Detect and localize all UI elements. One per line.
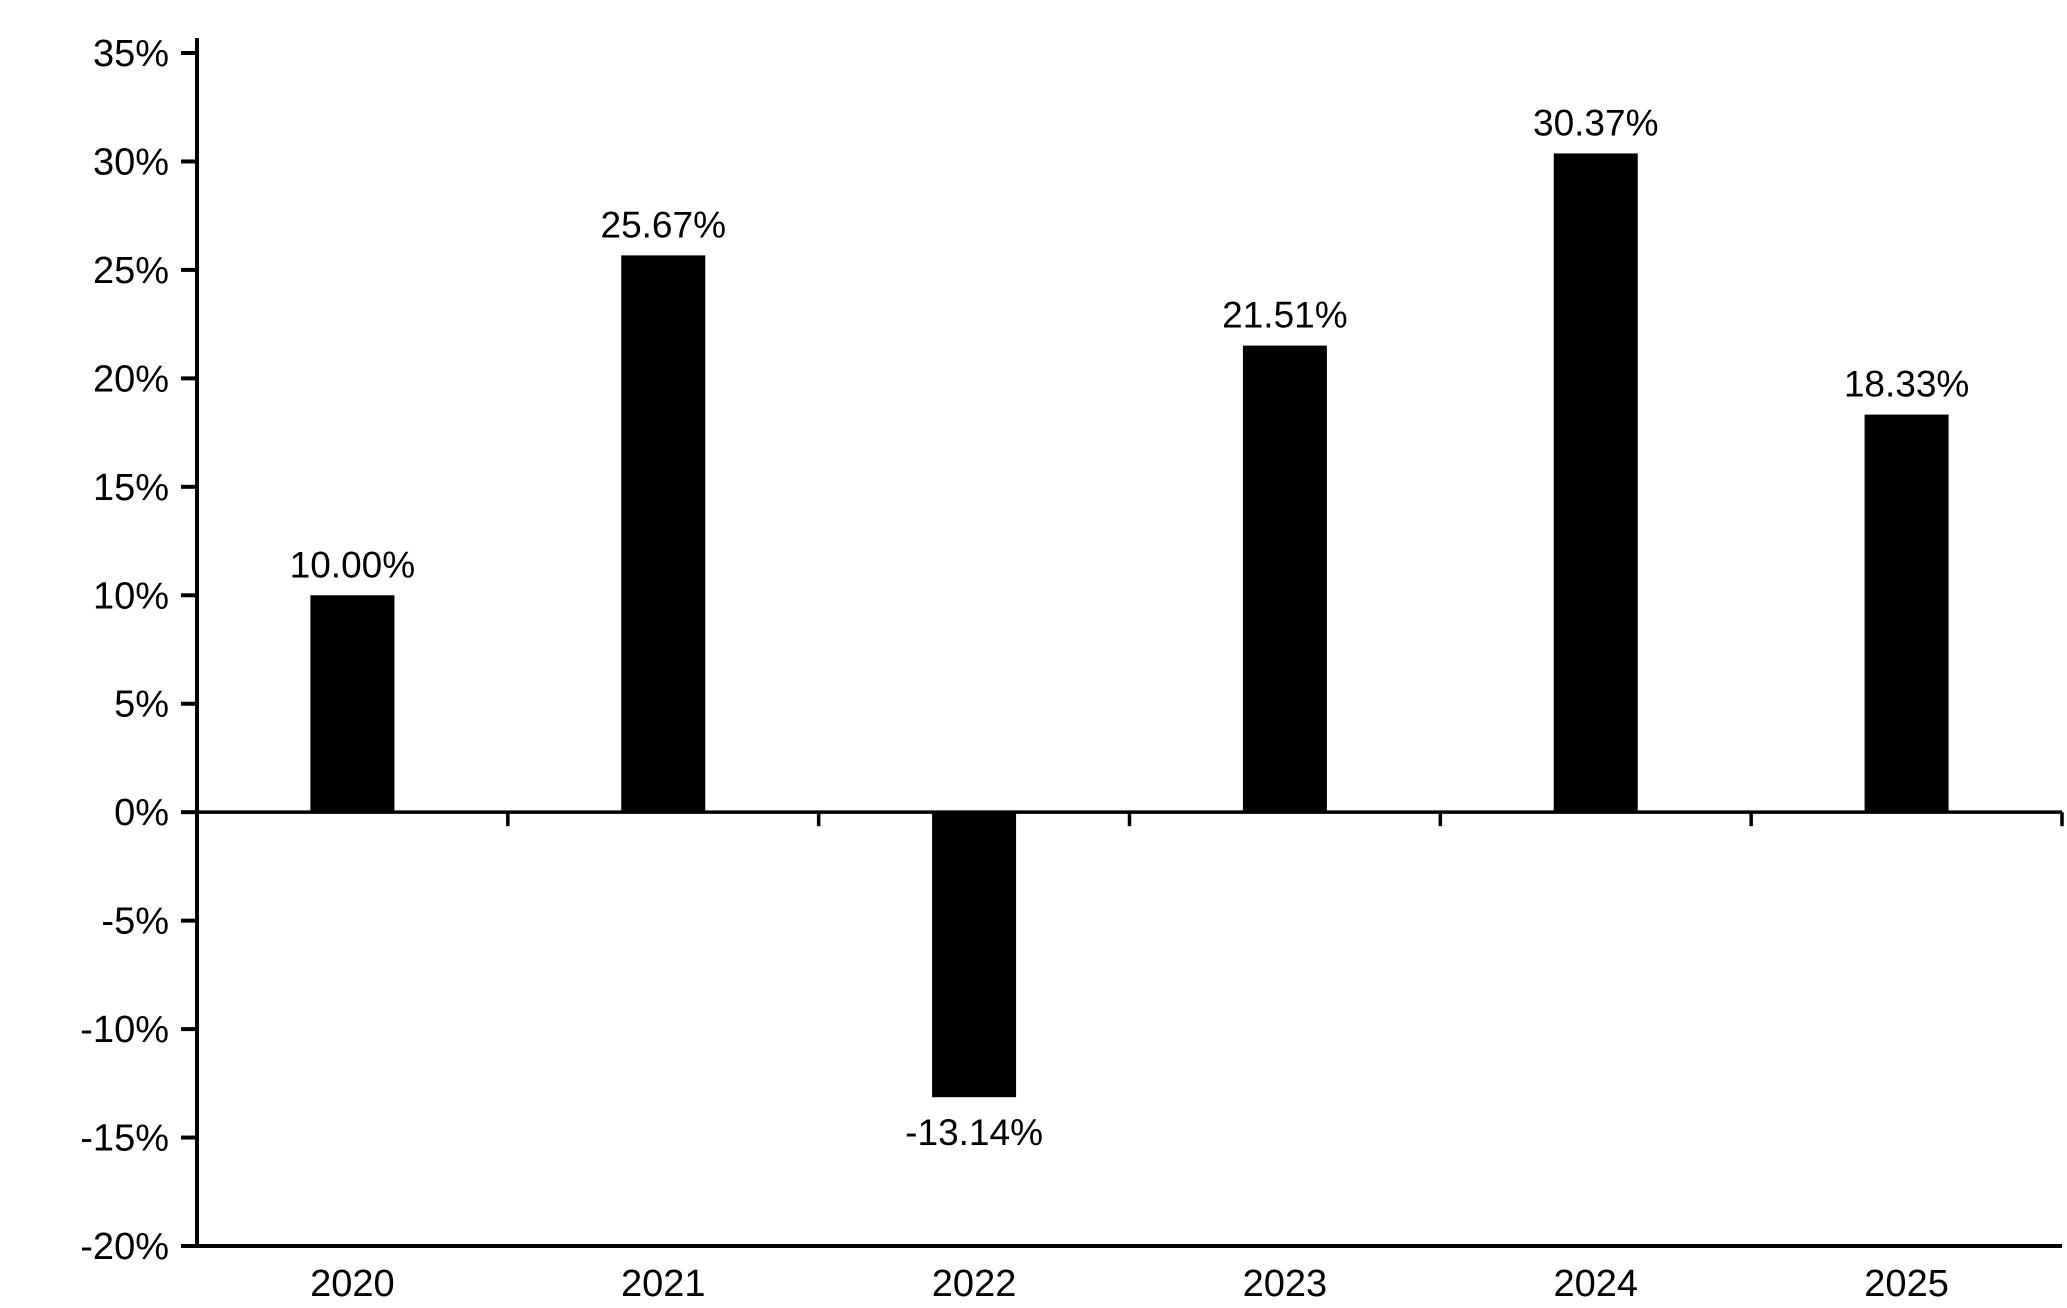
x-category-label-2023: 2023 — [1243, 1263, 1328, 1305]
x-category-label-2021: 2021 — [621, 1263, 706, 1305]
bar-2025 — [1864, 414, 1949, 813]
bar-2022 — [932, 812, 1017, 1098]
bar-value-label-2025: 18.33% — [1844, 364, 1970, 405]
bar-2020 — [310, 595, 395, 813]
y-tick-label: 5% — [114, 684, 169, 726]
y-tick-label: 35% — [93, 33, 169, 75]
y-tick-label: 0% — [114, 792, 169, 834]
bar-value-label-2024: 30.37% — [1533, 102, 1659, 143]
bar-value-label-2023: 21.51% — [1222, 295, 1348, 336]
bar-2024 — [1553, 153, 1638, 813]
bar-value-label-2022: -13.14% — [905, 1112, 1043, 1153]
x-category-label-2024: 2024 — [1553, 1263, 1638, 1305]
y-tick-label: -20% — [80, 1226, 169, 1268]
x-category-label-2020: 2020 — [310, 1263, 395, 1305]
y-tick-label: 10% — [93, 575, 169, 617]
bar-value-label-2021: 25.67% — [601, 204, 727, 245]
bar-value-label-2020: 10.00% — [290, 544, 416, 585]
x-category-label-2025: 2025 — [1864, 1263, 1949, 1305]
y-tick-label: -5% — [101, 901, 169, 943]
y-tick-label: 15% — [93, 467, 169, 509]
bar-2021 — [621, 255, 706, 813]
bar-2023 — [1242, 345, 1327, 813]
y-tick-label: -15% — [80, 1118, 169, 1160]
x-category-label-2022: 2022 — [932, 1263, 1017, 1305]
y-tick-label: -10% — [80, 1009, 169, 1051]
y-tick-label: 25% — [93, 250, 169, 292]
y-tick-label: 20% — [93, 358, 169, 400]
y-tick-label: 30% — [93, 141, 169, 183]
